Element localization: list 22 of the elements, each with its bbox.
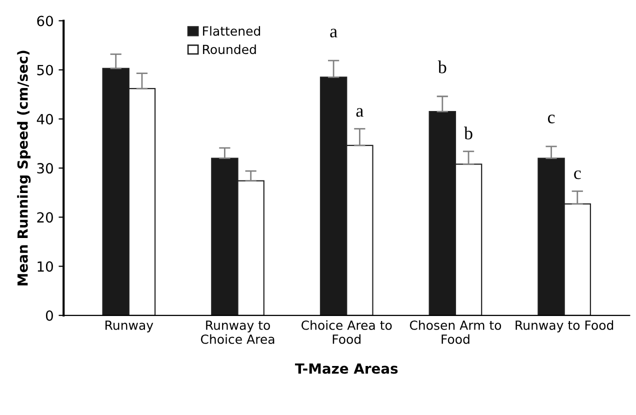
- x-tick-label: Runway to Choice Area: [200, 320, 274, 344]
- y-tick-label: 20: [37, 212, 53, 223]
- annotation: c: [574, 170, 581, 180]
- x-tick-label: Choice Area to Food: [302, 320, 392, 344]
- annotation: b: [438, 60, 446, 74]
- annotation: a: [356, 108, 364, 117]
- legend-label: Flattened: [203, 26, 260, 36]
- annotation: b: [464, 126, 472, 140]
- x-tick-label: Runway to Food: [516, 320, 614, 332]
- y-tick-label: 0: [46, 310, 53, 321]
- y-tick-label: 30: [37, 163, 53, 174]
- x-tick-label: Runway: [106, 320, 154, 332]
- y-tick-label: 40: [36, 114, 53, 124]
- annotation: c: [548, 114, 555, 124]
- annotation: a: [330, 28, 338, 38]
- y-tick-label: 10: [38, 261, 53, 272]
- y-axis-title: Mean Running Speed (cm/sec): [17, 50, 31, 286]
- y-tick-label: 60: [37, 16, 53, 26]
- x-tick-label: Chosen Arm to Food: [410, 320, 502, 344]
- legend-label: Rounded: [203, 44, 256, 54]
- x-axis-title: T-Maze Areas: [294, 363, 398, 374]
- y-tick-label: 50: [37, 64, 53, 76]
